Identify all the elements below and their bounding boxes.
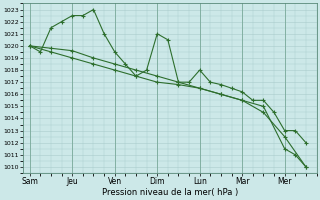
X-axis label: Pression niveau de la mer( hPa ): Pression niveau de la mer( hPa ) [102, 188, 238, 197]
